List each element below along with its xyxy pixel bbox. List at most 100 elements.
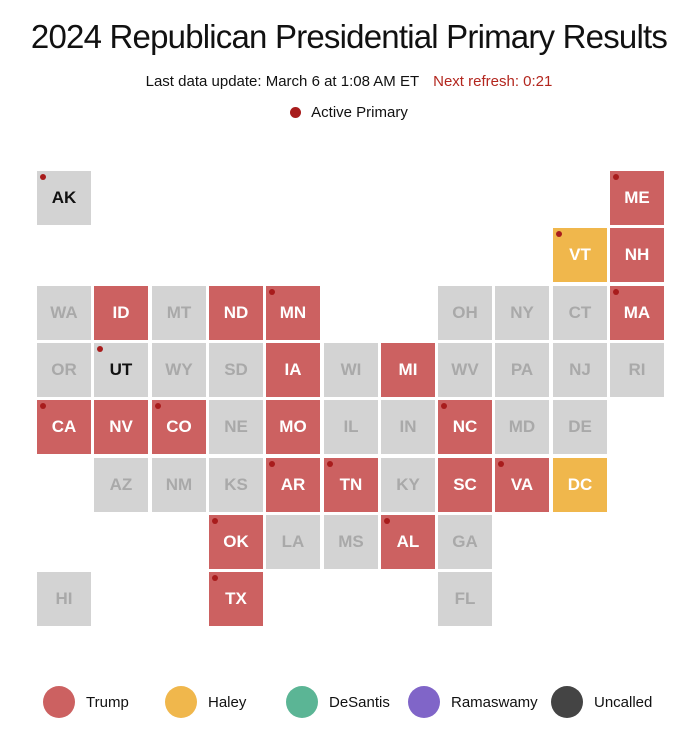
state-tile-ms[interactable]: MS xyxy=(324,515,378,569)
state-label: TN xyxy=(339,475,363,494)
state-tile-ky[interactable]: KY xyxy=(381,458,435,512)
state-label: NV xyxy=(109,417,133,436)
active-primary-dot-icon xyxy=(40,403,46,409)
state-label: KS xyxy=(224,475,248,494)
state-tile-tn[interactable]: TN xyxy=(324,458,378,512)
last-update-text: Last data update: March 6 at 1:08 AM ET xyxy=(145,73,420,90)
state-tile-ga[interactable]: GA xyxy=(438,515,492,569)
state-tile-id[interactable]: ID xyxy=(94,286,148,340)
state-tile-ak[interactable]: AK xyxy=(37,171,91,225)
active-primary-dot-icon xyxy=(155,403,161,409)
state-tile-nh[interactable]: NH xyxy=(610,228,664,282)
state-label: DE xyxy=(568,417,592,436)
state-tile-dc[interactable]: DC xyxy=(553,458,607,512)
active-primary-dot-icon xyxy=(212,518,218,524)
state-tile-nm[interactable]: NM xyxy=(152,458,206,512)
state-tile-wa[interactable]: WA xyxy=(37,286,91,340)
state-tile-wy[interactable]: WY xyxy=(152,343,206,397)
state-label: DC xyxy=(567,475,593,494)
state-tile-ri[interactable]: RI xyxy=(610,343,664,397)
state-tile-nj[interactable]: NJ xyxy=(553,343,607,397)
state-label: IN xyxy=(399,417,417,436)
state-tile-ok[interactable]: OK xyxy=(209,515,263,569)
state-tile-oh[interactable]: OH xyxy=(438,286,492,340)
active-primary-dot-icon xyxy=(498,461,504,467)
active-primary-dot-icon xyxy=(269,289,275,295)
state-label: VT xyxy=(569,245,591,264)
state-tile-nc[interactable]: NC xyxy=(438,400,492,454)
state-tile-fl[interactable]: FL xyxy=(438,572,492,626)
legend-item-desantis: DeSantis xyxy=(286,684,390,720)
state-label: OR xyxy=(51,360,77,379)
state-tile-va[interactable]: VA xyxy=(495,458,549,512)
state-tile-al[interactable]: AL xyxy=(381,515,435,569)
state-tile-la[interactable]: LA xyxy=(266,515,320,569)
state-tile-ma[interactable]: MA xyxy=(610,286,664,340)
active-primary-dot-icon xyxy=(327,461,333,467)
state-label: MT xyxy=(166,303,192,322)
state-label: FL xyxy=(454,589,476,608)
active-primary-dot-icon xyxy=(613,174,619,180)
state-label: NJ xyxy=(569,360,591,379)
state-tile-mn[interactable]: MN xyxy=(266,286,320,340)
state-label: MA xyxy=(623,303,651,322)
legend-label-uncalled: Uncalled xyxy=(594,693,653,711)
next-refresh-text: Next refresh: 0:21 xyxy=(433,73,553,90)
state-label: CO xyxy=(166,417,192,436)
state-tile-ny[interactable]: NY xyxy=(495,286,549,340)
state-tile-me[interactable]: ME xyxy=(610,171,664,225)
state-tile-md[interactable]: MD xyxy=(495,400,549,454)
state-label: NC xyxy=(452,417,478,436)
state-tile-or[interactable]: OR xyxy=(37,343,91,397)
state-tile-az[interactable]: AZ xyxy=(94,458,148,512)
state-tile-mo[interactable]: MO xyxy=(266,400,320,454)
state-tile-ia[interactable]: IA xyxy=(266,343,320,397)
active-primary-dot-icon xyxy=(441,403,447,409)
desantis-swatch-icon xyxy=(286,686,318,718)
state-label: LA xyxy=(281,532,305,551)
update-line: Last data update: March 6 at 1:08 AM ET N… xyxy=(0,73,698,90)
state-label: WV xyxy=(451,360,479,379)
active-primary-dot-icon xyxy=(212,575,218,581)
page-title: 2024 Republican Presidential Primary Res… xyxy=(30,18,668,55)
state-tile-wi[interactable]: WI xyxy=(324,343,378,397)
state-tile-co[interactable]: CO xyxy=(152,400,206,454)
state-tile-in[interactable]: IN xyxy=(381,400,435,454)
legend-label-ramaswamy: Ramaswamy xyxy=(451,693,538,711)
state-tile-ut[interactable]: UT xyxy=(94,343,148,397)
state-tile-ca[interactable]: CA xyxy=(37,400,91,454)
active-dot-icon xyxy=(290,107,302,118)
state-tile-nv[interactable]: NV xyxy=(94,400,148,454)
state-label: NY xyxy=(510,303,534,322)
state-label: AZ xyxy=(109,475,133,494)
state-tile-sc[interactable]: SC xyxy=(438,458,492,512)
state-label: WA xyxy=(50,303,78,322)
state-tile-sd[interactable]: SD xyxy=(209,343,263,397)
state-label: SC xyxy=(453,475,477,494)
state-tile-ks[interactable]: KS xyxy=(209,458,263,512)
state-tile-vt[interactable]: VT xyxy=(553,228,607,282)
state-tile-de[interactable]: DE xyxy=(553,400,607,454)
state-label: MN xyxy=(279,303,307,322)
state-label: PA xyxy=(510,360,534,379)
state-tile-mt[interactable]: MT xyxy=(152,286,206,340)
active-primary-dot-icon xyxy=(269,461,275,467)
state-label: GA xyxy=(452,532,478,551)
state-tile-ar[interactable]: AR xyxy=(266,458,320,512)
state-label: NH xyxy=(624,245,650,264)
state-tile-hi[interactable]: HI xyxy=(37,572,91,626)
legend-item-haley: Haley xyxy=(165,684,246,720)
state-tile-ct[interactable]: CT xyxy=(553,286,607,340)
active-primary-dot-icon xyxy=(40,174,46,180)
haley-swatch-icon xyxy=(165,686,197,718)
state-tile-wv[interactable]: WV xyxy=(438,343,492,397)
state-tile-nd[interactable]: ND xyxy=(209,286,263,340)
state-label: ID xyxy=(112,303,130,322)
legend-item-ramaswamy: Ramaswamy xyxy=(408,684,538,720)
state-tile-tx[interactable]: TX xyxy=(209,572,263,626)
state-tile-pa[interactable]: PA xyxy=(495,343,549,397)
state-tile-il[interactable]: IL xyxy=(324,400,378,454)
state-tile-mi[interactable]: MI xyxy=(381,343,435,397)
state-label: NM xyxy=(165,475,193,494)
state-tile-ne[interactable]: NE xyxy=(209,400,263,454)
